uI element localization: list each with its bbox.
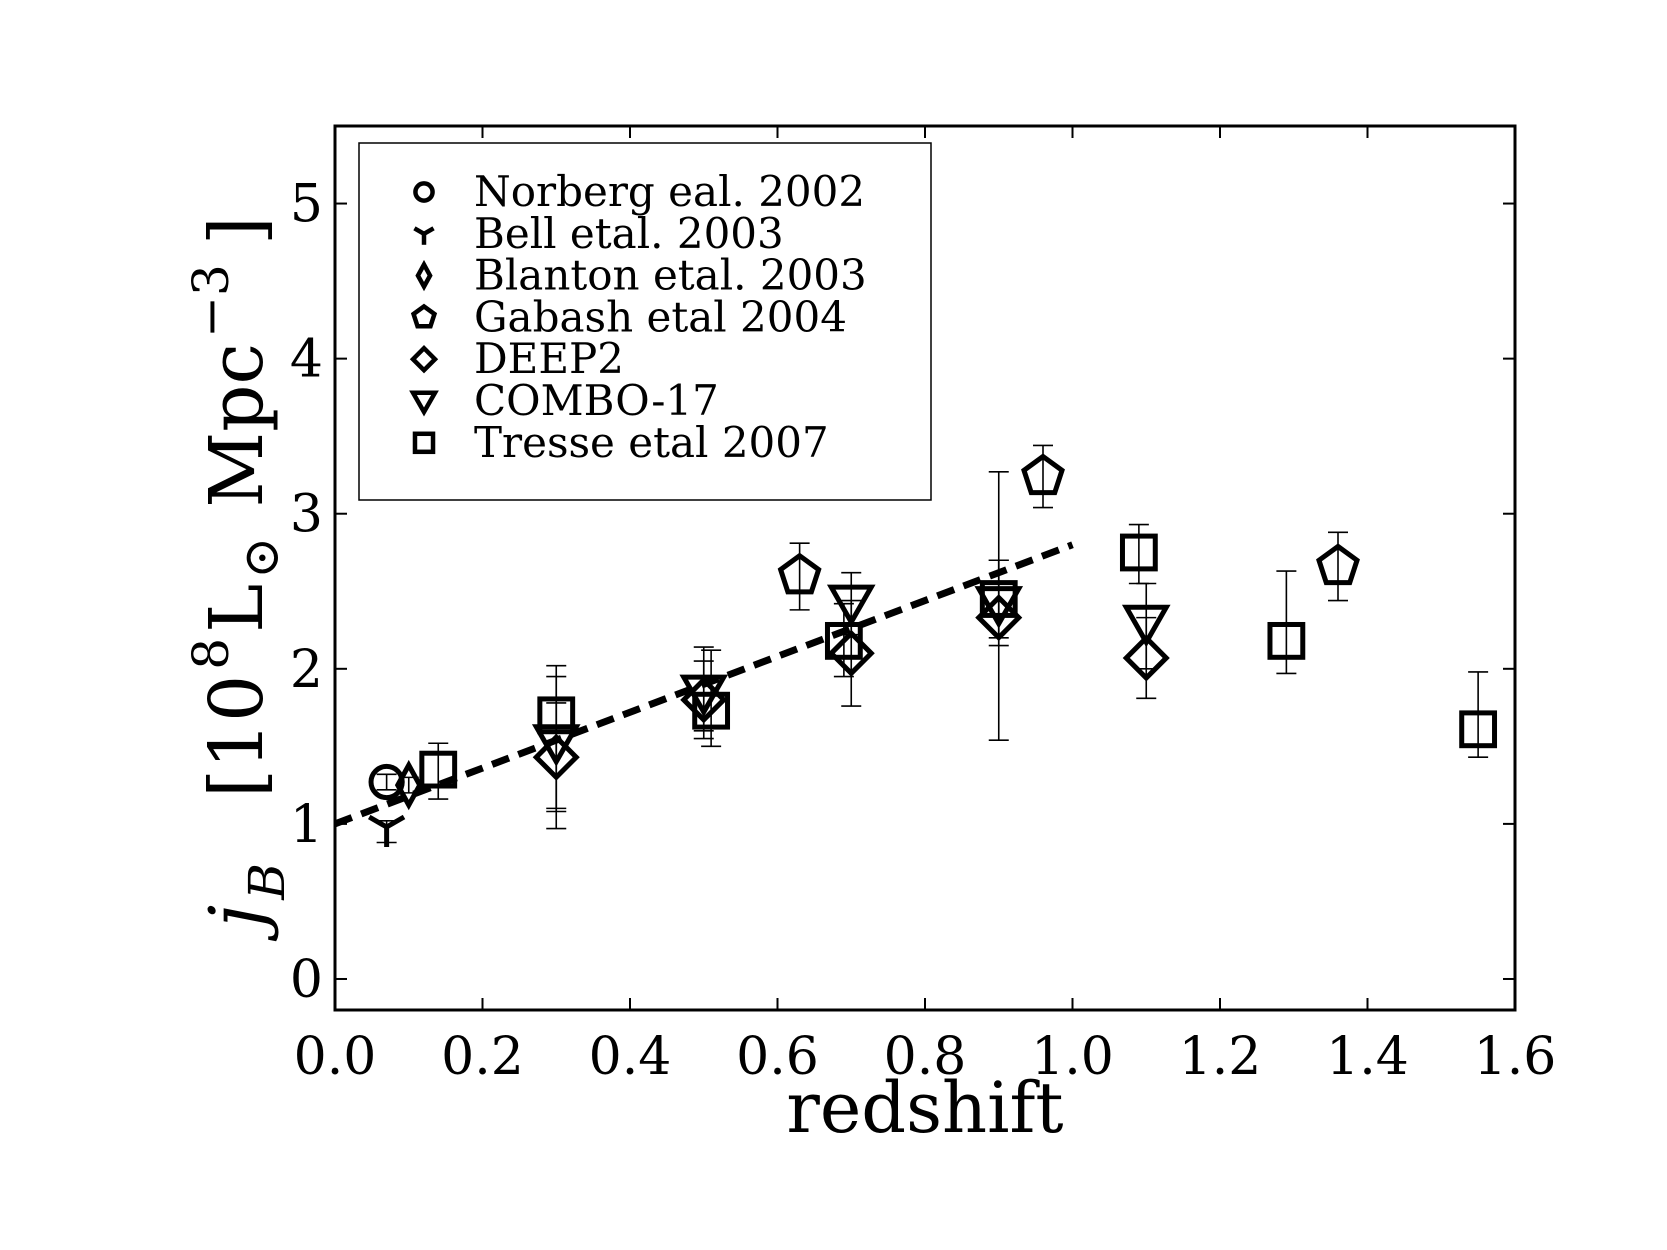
y-label-exponent: 8 [182, 638, 240, 670]
x-tick-label: 0.0 [294, 1027, 377, 1087]
y-label-sun: ⊙ [232, 537, 290, 579]
data-point-square [1267, 621, 1306, 660]
error-bar [376, 773, 397, 791]
plot-frame [333, 124, 1517, 1012]
y-label-subscript: B [238, 863, 296, 901]
axis-ticks: 0.0 0.2 0.4 0.6 0.8 1.0 1.2 1.4 1.6 0 1 2 3 4 5 [290, 126, 1556, 1087]
legend-marker-triangle_down [409, 390, 439, 417]
y-label-mpc: Mpc [194, 343, 280, 508]
error-bar [546, 664, 567, 830]
data-point-triangle_down [826, 584, 876, 628]
data-point-tri_down [367, 814, 406, 847]
legend-marker-tri_down [413, 226, 435, 245]
y-tick-label: 1 [290, 795, 323, 855]
legend-marker-pentagon [410, 303, 438, 329]
x-tick-label: 0.2 [441, 1027, 524, 1087]
y-tick-label: 0 [290, 950, 323, 1010]
data-point-diamond [1122, 634, 1170, 682]
data-point-triangle_down [974, 586, 1024, 629]
x-tick-label: 0.4 [589, 1027, 672, 1087]
data-point-triangle_down [531, 724, 581, 767]
y-label-close: ] [194, 216, 280, 245]
legend-marker-thin_diamond [415, 259, 433, 292]
x-tick-label: 0.8 [884, 1027, 967, 1087]
y-label-L: L [194, 584, 280, 633]
data-point-pentagon [1316, 543, 1360, 586]
legend-label: Blanton etal. 2003 [474, 251, 867, 300]
legend-label: Bell etal. 2003 [474, 209, 784, 258]
legend-label: Tresse etal 2007 [474, 418, 829, 467]
y-label-unit-open: [10 [194, 675, 280, 798]
legend-label: DEEP2 [474, 334, 624, 383]
legend-marker-diamond [409, 345, 439, 374]
fit-line-layer [333, 541, 1074, 828]
fit-line [333, 541, 1074, 828]
x-axis-label: redshift [786, 1067, 1063, 1149]
x-tick-label: 0.6 [736, 1027, 819, 1087]
x-tick-label: 1.6 [1474, 1027, 1557, 1087]
data-markers [367, 453, 1498, 847]
data-point-square [1119, 533, 1158, 572]
legend-marker-square [412, 431, 436, 455]
legend-label: Gabash etal 2004 [474, 292, 847, 341]
legend-box [358, 142, 932, 501]
data-point-pentagon [777, 552, 822, 595]
y-tick-label: 4 [290, 330, 323, 390]
x-tick-label: 1.4 [1326, 1027, 1409, 1087]
data-point-triangle_down [1121, 604, 1171, 648]
data-point-square [537, 696, 576, 735]
y-tick-label: 3 [290, 485, 323, 545]
data-point-diamond [532, 733, 580, 781]
data-point-square [824, 621, 863, 660]
y-tick-label: 5 [290, 175, 323, 235]
data-point-pentagon [1021, 453, 1065, 496]
legend-marker-circle [413, 181, 435, 203]
legend-label: Norberg eal. 2002 [474, 167, 865, 216]
data-point-diamond [975, 594, 1023, 642]
data-point-thin_diamond [394, 759, 423, 811]
x-tick-label: 1.2 [1179, 1027, 1262, 1087]
x-tick-label: 1.0 [1031, 1027, 1114, 1087]
data-point-diamond [827, 629, 875, 677]
data-point-square [419, 750, 458, 789]
legend-label: COMBO-17 [474, 376, 719, 425]
y-tick-label: 2 [290, 640, 323, 700]
data-point-square [1459, 710, 1498, 749]
data-point-square [979, 580, 1018, 618]
data-point-square [692, 691, 731, 730]
y-label-exponent-2: −3 [182, 264, 240, 338]
